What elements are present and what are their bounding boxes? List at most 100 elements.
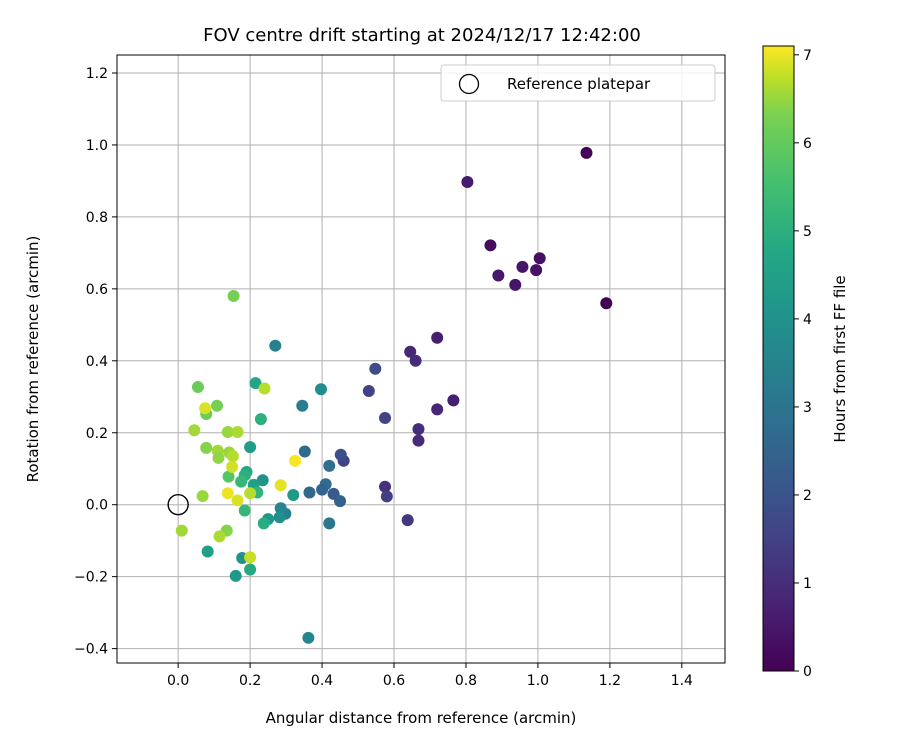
x-axis-ticks: 0.0 0.2 0.4 0.6 0.8 1.0 1.2 1.4: [167, 663, 693, 689]
reference-marker: [167, 494, 189, 516]
data-point: [484, 239, 497, 252]
y-tick-label: 1.0: [86, 138, 108, 154]
colorbar: [762, 45, 795, 672]
data-point: [274, 502, 287, 515]
data-point: [314, 383, 327, 396]
data-point: [369, 362, 382, 375]
x-tick-label: 0.6: [383, 673, 405, 689]
y-axis-ticks: −0.4 −0.2 0.0 0.2 0.4 0.6 0.8 1.0 1.2: [74, 66, 117, 658]
data-point: [269, 339, 282, 352]
data-point: [412, 434, 425, 447]
colorbar-ticks: 0 1 2 3 4 5 6 7: [794, 48, 812, 680]
data-point: [227, 290, 240, 303]
data-point: [412, 423, 425, 436]
reference-point: [167, 494, 189, 516]
data-point: [221, 487, 234, 500]
data-point: [211, 399, 224, 412]
data-point: [238, 504, 251, 517]
data-point: [221, 426, 234, 439]
y-tick-label: −0.2: [74, 570, 108, 586]
data-point: [323, 459, 336, 472]
x-tick-label: 0.8: [455, 673, 477, 689]
data-point: [509, 278, 522, 291]
data-point: [226, 460, 239, 473]
data-point: [296, 399, 309, 412]
x-tick-label: 1.0: [527, 673, 549, 689]
colorbar-label: Hours from first FF file: [831, 275, 849, 442]
data-point: [199, 402, 212, 415]
x-axis-label: Angular distance from reference (arcmin): [266, 709, 577, 727]
data-point: [302, 631, 315, 644]
x-tick-label: 0.4: [311, 673, 333, 689]
data-point: [257, 517, 270, 530]
x-tick-label: 0.2: [239, 673, 261, 689]
data-point: [298, 445, 311, 458]
data-point: [323, 517, 336, 530]
data-point: [461, 175, 474, 188]
data-point: [222, 470, 235, 483]
data-point: [226, 450, 239, 463]
grid: [117, 55, 725, 663]
x-tick-label: 0.0: [167, 673, 189, 689]
data-point: [289, 454, 302, 467]
data-point: [287, 488, 300, 501]
colorbar-tick-label: 1: [803, 576, 812, 592]
y-axis-label: Rotation from reference (arcmin): [24, 236, 42, 483]
data-point: [334, 448, 347, 461]
data-point: [256, 474, 269, 487]
data-point: [244, 563, 257, 576]
data-point: [533, 252, 546, 265]
data-point: [213, 530, 226, 543]
legend-label: Reference platepar: [507, 75, 651, 93]
data-point: [191, 381, 204, 394]
legend-reference-marker: [458, 73, 480, 95]
data-point: [530, 264, 543, 277]
data-point: [492, 269, 505, 282]
plot-frame: [116, 54, 726, 664]
legend: Reference platepar: [440, 64, 716, 102]
data-point: [273, 511, 286, 524]
colorbar-tick-label: 2: [803, 488, 812, 504]
data-point: [362, 385, 375, 398]
data-point: [334, 495, 347, 508]
data-point: [231, 426, 244, 439]
chart-title: FOV centre drift starting at 2024/12/17 …: [203, 25, 641, 46]
legend-box: [440, 64, 716, 102]
y-tick-label: −0.4: [74, 642, 108, 658]
data-point: [175, 524, 188, 537]
data-point: [404, 345, 417, 358]
data-point: [431, 403, 444, 416]
data-point: [188, 424, 201, 437]
y-tick-label: 0.4: [86, 354, 108, 370]
data-point: [303, 486, 316, 499]
data-points: [175, 146, 613, 644]
colorbar-tick-label: 0: [803, 664, 812, 680]
data-point: [244, 441, 257, 454]
colorbar-tick-label: 5: [803, 224, 812, 240]
data-point: [231, 494, 244, 507]
data-point: [244, 487, 257, 500]
data-point: [409, 354, 422, 367]
data-point: [431, 331, 444, 344]
data-point: [380, 490, 393, 503]
data-point: [580, 146, 593, 159]
data-point: [229, 569, 242, 582]
x-tick-label: 1.4: [671, 673, 693, 689]
data-point: [201, 545, 214, 558]
data-point: [235, 475, 248, 488]
data-point: [249, 377, 262, 390]
data-point: [212, 451, 225, 464]
data-point: [379, 480, 392, 493]
colorbar-tick-label: 6: [803, 136, 812, 152]
data-point: [200, 441, 213, 454]
data-point: [401, 514, 414, 527]
data-point: [600, 297, 613, 310]
data-point: [254, 413, 267, 426]
data-point: [196, 490, 209, 503]
data-point: [258, 382, 271, 395]
colorbar-tick-label: 7: [803, 48, 812, 64]
data-point: [244, 551, 257, 564]
x-tick-label: 1.2: [599, 673, 621, 689]
